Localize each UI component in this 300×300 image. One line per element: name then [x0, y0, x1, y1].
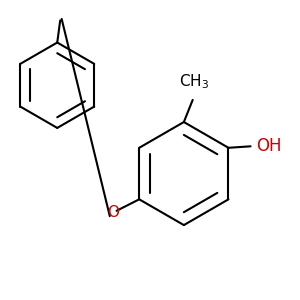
- Text: OH: OH: [256, 137, 282, 155]
- Text: O: O: [107, 205, 119, 220]
- Text: CH$_3$: CH$_3$: [179, 72, 209, 91]
